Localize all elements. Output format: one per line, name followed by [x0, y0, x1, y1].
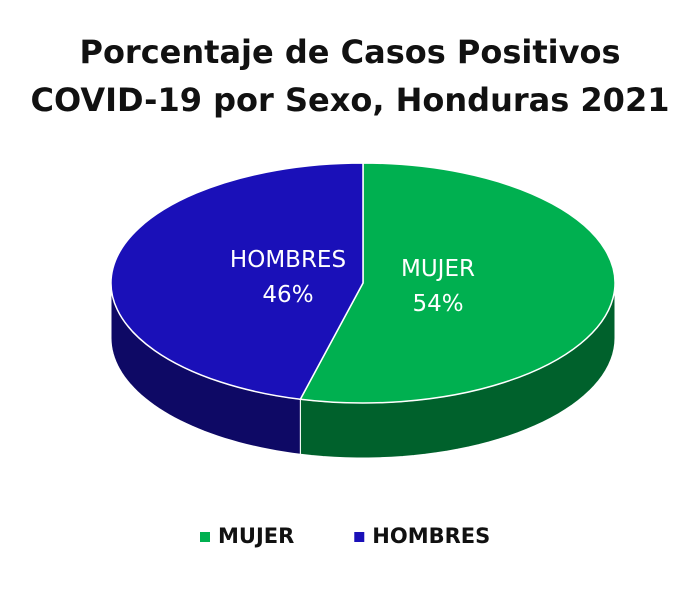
legend-swatch	[200, 532, 210, 542]
value-label: 46%	[262, 282, 313, 308]
slice	[110, 162, 364, 401]
legend-item: HOMBRES	[354, 524, 490, 548]
value-label: 54%	[412, 291, 463, 317]
legend-label: MUJER	[218, 524, 294, 548]
chart-title: Porcentaje de Casos Positivos COVID-19 p…	[30, 33, 670, 119]
slice-label: HOMBRES	[230, 247, 346, 273]
slice-label: MUJER	[401, 256, 475, 282]
legend-swatch	[354, 532, 365, 542]
slice	[299, 162, 616, 404]
legend-item: MUJER	[200, 524, 294, 548]
legend-label: HOMBRES	[372, 524, 490, 548]
